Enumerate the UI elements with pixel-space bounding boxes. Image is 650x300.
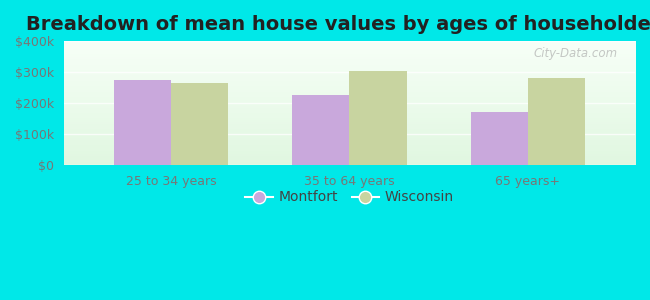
- Bar: [528, 78, 585, 165]
- Bar: [171, 83, 228, 165]
- Bar: [114, 80, 171, 165]
- Bar: [471, 112, 528, 165]
- Legend: Montfort, Wisconsin: Montfort, Wisconsin: [239, 185, 460, 210]
- Text: City-Data.com: City-Data.com: [534, 47, 618, 60]
- Title: Breakdown of mean house values by ages of householders: Breakdown of mean house values by ages o…: [27, 15, 650, 34]
- Bar: [292, 95, 350, 165]
- Bar: [350, 70, 406, 165]
